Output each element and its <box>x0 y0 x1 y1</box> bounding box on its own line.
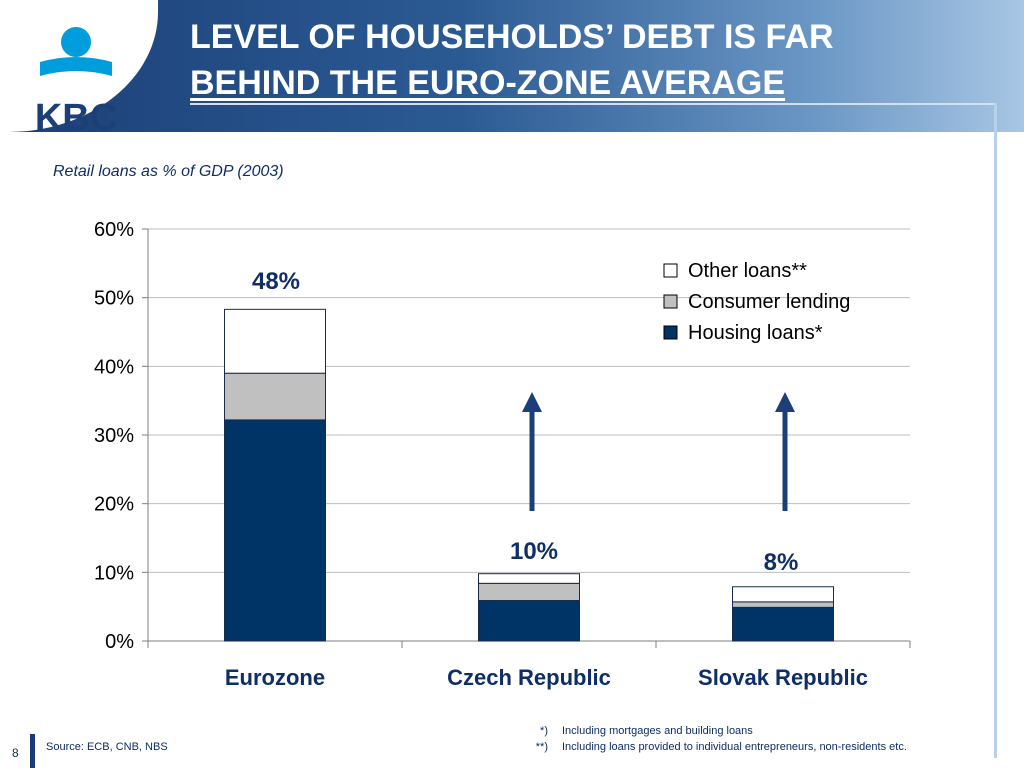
bar-segment-other-loans <box>224 308 326 374</box>
header-rule <box>190 103 996 105</box>
page-number: 8 <box>12 746 19 760</box>
legend-swatch <box>663 294 678 309</box>
x-category-label: Eurozone <box>225 665 325 690</box>
bar-segment-other-loans <box>732 586 834 603</box>
y-tick-label: 60% <box>94 219 134 241</box>
bar-segment-housing-loans <box>224 419 326 642</box>
total-value-label: 48% <box>252 268 300 295</box>
logo-swoosh <box>40 57 112 76</box>
x-category-label: Slovak Republic <box>698 665 868 690</box>
logo-text: KBC <box>35 97 117 132</box>
footnote-1: *) Including mortgages and building loans <box>520 725 753 737</box>
legend-label: Housing loans* <box>688 322 823 344</box>
title-line-1: LEVEL OF HOUSEHOLDS’ DEBT IS FAR <box>190 18 834 56</box>
up-arrow-head <box>522 392 542 412</box>
logo-sphere <box>61 27 91 57</box>
stacked-bar-chart: 0% 10% 20% 30% 40% 50% 60% Eurozone Czech Republ… <box>94 219 911 690</box>
frame-right-rule <box>994 103 997 758</box>
total-value-label: 8% <box>764 549 799 576</box>
title-line-2: BEHIND THE EURO-ZONE AVERAGE <box>190 64 786 102</box>
x-category-label: Czech Republic <box>447 665 611 690</box>
kbc-logo: KBC <box>0 0 158 132</box>
footnote-2: **) Including loans provided to individua… <box>520 741 907 753</box>
legend-swatch <box>663 325 678 340</box>
footnote-1-mark: *) <box>540 725 548 737</box>
kbc-logo-graphic: KBC <box>35 27 117 132</box>
chart-subtitle: Retail loans as % of GDP (2003) <box>53 163 284 180</box>
bar-segment-housing-loans <box>732 606 834 642</box>
source-note: Source: ECB, CNB, NBS <box>46 741 168 753</box>
bar-segment-other-loans <box>478 573 580 584</box>
y-tick-label: 10% <box>94 562 134 584</box>
y-tick-label: 40% <box>94 356 134 378</box>
header-banner: KBC LEVEL OF HOUSEHOLDS’ DEBT IS FAR BEH… <box>0 0 1024 132</box>
total-value-label: 10% <box>510 538 558 565</box>
bar-segment-consumer-lending <box>224 372 326 421</box>
footer-accent-bar <box>30 734 35 768</box>
bar-segment-consumer-lending <box>478 582 580 601</box>
up-arrow-head <box>775 392 795 412</box>
y-tick-label: 30% <box>94 425 134 447</box>
y-tick-label: 0% <box>105 631 134 653</box>
legend-label: Consumer lending <box>688 291 850 313</box>
legend-swatch <box>663 263 678 278</box>
y-tick-label: 20% <box>94 494 134 516</box>
bar-segment-housing-loans <box>478 599 580 642</box>
y-tick-label: 50% <box>94 288 134 310</box>
footnote-2-text: Including loans provided to individual e… <box>562 741 907 753</box>
bar-segment-consumer-lending <box>732 601 834 608</box>
footnote-2-mark: **) <box>535 741 548 753</box>
footnote-1-text: Including mortgages and building loans <box>562 725 753 737</box>
legend-label: Other loans** <box>688 260 807 282</box>
page-title: LEVEL OF HOUSEHOLDS’ DEBT IS FAR BEHIND … <box>190 14 990 106</box>
